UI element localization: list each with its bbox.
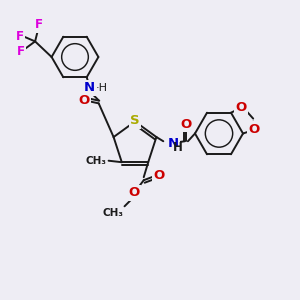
Text: F: F xyxy=(16,29,23,43)
Text: O: O xyxy=(236,101,247,114)
Text: O: O xyxy=(78,94,90,107)
Text: ·H: ·H xyxy=(95,83,107,93)
Text: O: O xyxy=(154,169,165,182)
Text: F: F xyxy=(35,18,43,31)
Text: O: O xyxy=(248,123,260,136)
Text: N: N xyxy=(84,81,95,94)
Text: CH₃: CH₃ xyxy=(85,156,106,166)
Text: N: N xyxy=(168,137,179,150)
Text: F: F xyxy=(17,44,25,58)
Text: O: O xyxy=(128,186,140,199)
Text: O: O xyxy=(181,118,192,131)
Text: CH₃: CH₃ xyxy=(103,208,124,218)
Text: S: S xyxy=(130,114,140,128)
Text: H: H xyxy=(173,141,183,154)
